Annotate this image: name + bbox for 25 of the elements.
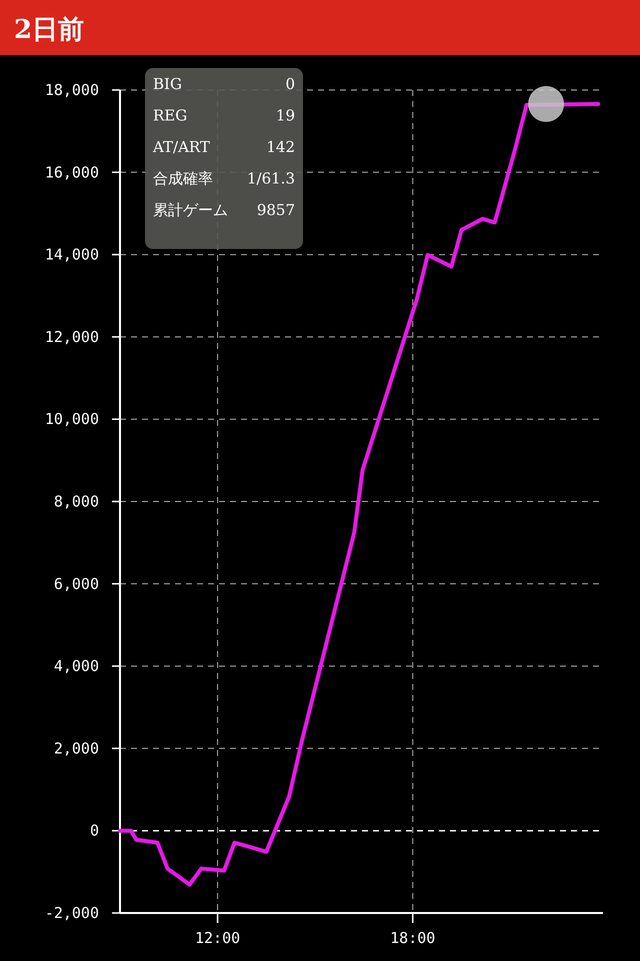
annotation: 合成確率 — [153, 170, 213, 188]
y-tick-label: -2,000 — [44, 904, 99, 922]
annotation: 累計ゲーム — [153, 201, 228, 219]
chart-title: 2日前 — [14, 15, 84, 45]
y-tick-label: 4,000 — [54, 657, 99, 676]
y-tick-label: 8,000 — [54, 492, 99, 510]
y-tick-label: 6,000 — [54, 574, 99, 593]
annotation: REG — [153, 106, 188, 124]
y-tick-label: 16,000 — [44, 163, 99, 182]
annotation: 9857 — [256, 201, 295, 219]
line-series — [118, 102, 600, 887]
y-tick-label: 14,000 — [44, 246, 99, 264]
annotation: 0 — [285, 75, 295, 93]
y-tick-label: 2,000 — [54, 739, 99, 758]
annotation: BIG — [153, 75, 182, 93]
annotation: AT/ART — [152, 138, 210, 156]
y-tick-label: 10,000 — [44, 410, 99, 428]
annotation: 1/61.3 — [247, 170, 295, 188]
y-tick-label: 0 — [90, 822, 99, 840]
y-tick-label: 12,000 — [44, 328, 99, 346]
x-tick-label: 18:00 — [390, 929, 436, 947]
y-tick-label: 18,000 — [44, 81, 99, 99]
annotation: 142 — [266, 138, 295, 156]
x-tick-label: 12:00 — [195, 929, 240, 947]
annotation: 19 — [276, 106, 295, 124]
